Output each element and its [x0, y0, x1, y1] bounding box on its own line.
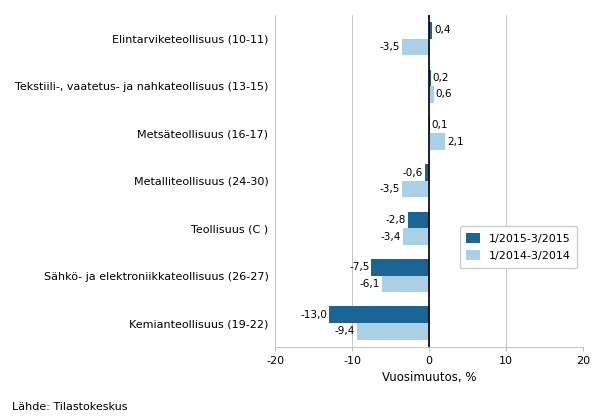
- Text: -6,1: -6,1: [360, 279, 381, 289]
- Text: -2,8: -2,8: [385, 215, 406, 225]
- Bar: [408, 212, 429, 228]
- Text: -3,5: -3,5: [380, 184, 401, 194]
- Text: -7,5: -7,5: [349, 262, 370, 272]
- Bar: [429, 22, 432, 39]
- Bar: [429, 134, 445, 150]
- Legend: 1/2015-3/2015, 1/2014-3/2014: 1/2015-3/2015, 1/2014-3/2014: [460, 226, 577, 268]
- Text: 0,1: 0,1: [432, 120, 448, 130]
- X-axis label: Vuosimuutos, %: Vuosimuutos, %: [382, 371, 476, 384]
- Text: 2,1: 2,1: [447, 137, 464, 147]
- Bar: [402, 39, 429, 55]
- Text: Lähde: Tilastokeskus: Lähde: Tilastokeskus: [12, 402, 128, 412]
- Bar: [382, 276, 429, 292]
- Bar: [425, 164, 429, 181]
- Bar: [429, 86, 434, 103]
- Bar: [429, 117, 430, 134]
- Bar: [429, 69, 431, 86]
- Bar: [402, 181, 429, 198]
- Text: 0,4: 0,4: [434, 25, 451, 35]
- Text: -9,4: -9,4: [335, 327, 355, 337]
- Bar: [329, 307, 429, 323]
- Bar: [371, 259, 429, 276]
- Bar: [357, 323, 429, 340]
- Text: 0,6: 0,6: [436, 89, 452, 99]
- Bar: [403, 228, 429, 245]
- Text: 0,2: 0,2: [433, 73, 449, 83]
- Text: -0,6: -0,6: [402, 168, 422, 178]
- Text: -13,0: -13,0: [300, 310, 327, 320]
- Text: -3,4: -3,4: [381, 232, 401, 242]
- Text: -3,5: -3,5: [380, 42, 401, 52]
